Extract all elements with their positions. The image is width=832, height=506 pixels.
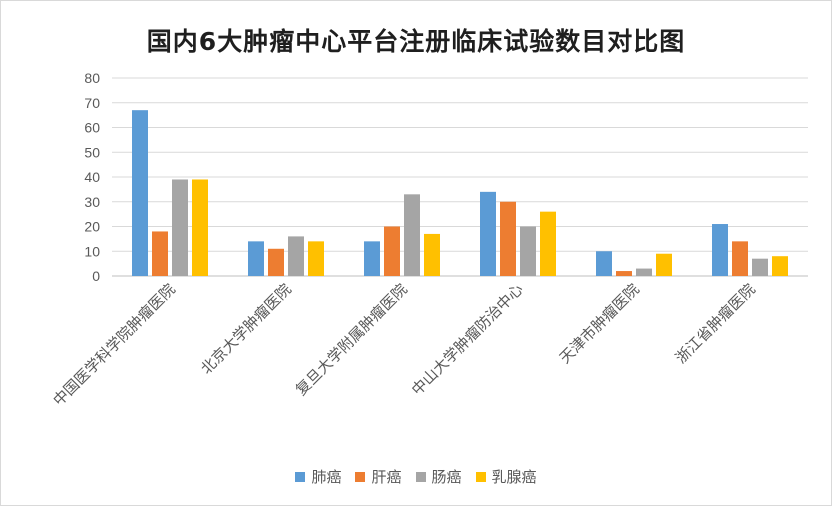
legend-item-liver: 肝癌	[355, 466, 402, 487]
x-tick-label: 中国医学科学院肿瘤医院	[49, 280, 178, 409]
y-tick-label: 40	[84, 169, 100, 185]
bar	[520, 226, 536, 276]
bar	[656, 253, 672, 276]
y-tick-label: 60	[84, 120, 100, 136]
x-tick-label: 中山大学肿瘤防治中心	[408, 280, 527, 399]
bar	[424, 233, 440, 276]
legend-label-colorectal: 肠癌	[431, 468, 462, 486]
legend-label-liver: 肝癌	[371, 468, 402, 486]
bar	[480, 191, 496, 276]
legend-swatch-liver	[355, 471, 366, 482]
y-tick-label: 10	[84, 243, 100, 259]
legend-swatch-colorectal	[415, 471, 426, 482]
bar	[732, 241, 748, 276]
legend-item-lung: 肺癌	[295, 466, 341, 487]
bar	[172, 179, 188, 276]
bar	[712, 224, 728, 276]
x-tick-label: 浙江省肿瘤医院	[672, 280, 759, 367]
bar	[308, 241, 324, 276]
legend-label-breast: 乳腺癌	[491, 468, 537, 486]
bar	[364, 241, 380, 276]
x-tick-label: 天津市肿瘤医院	[556, 280, 643, 367]
bar	[248, 241, 264, 276]
bar	[500, 201, 516, 276]
y-tick-label: 50	[84, 144, 100, 160]
bar	[772, 256, 788, 276]
bar	[636, 268, 652, 276]
legend-label-lung: 肺癌	[311, 468, 342, 486]
bar	[268, 248, 284, 276]
bar	[596, 251, 612, 276]
legend-item-colorectal: 肠癌	[415, 466, 462, 487]
y-tick-label: 0	[92, 268, 100, 284]
bar	[540, 211, 556, 276]
y-tick-label: 20	[84, 219, 100, 235]
bar	[752, 258, 768, 276]
bar	[404, 194, 420, 276]
bar	[132, 110, 148, 276]
legend-item-breast: 乳腺癌	[475, 466, 537, 487]
bar	[152, 231, 168, 276]
bar	[288, 236, 304, 276]
legend-swatch-lung	[295, 471, 306, 482]
y-tick-label: 30	[84, 194, 100, 210]
x-tick-label: 北京大学肿瘤医院	[197, 280, 295, 378]
bar	[384, 226, 400, 276]
y-tick-label: 80	[84, 70, 100, 86]
chart-legend: 肺癌 肝癌 肠癌 乳腺癌	[0, 466, 832, 487]
bar	[192, 179, 208, 276]
bar	[616, 271, 632, 276]
chart-title: 国内6大肿瘤中心平台注册临床试验数目对比图	[146, 27, 686, 56]
y-tick-label: 70	[84, 95, 100, 111]
legend-swatch-breast	[475, 471, 486, 482]
x-tick-label: 复旦大学附属肿瘤医院	[292, 280, 411, 399]
